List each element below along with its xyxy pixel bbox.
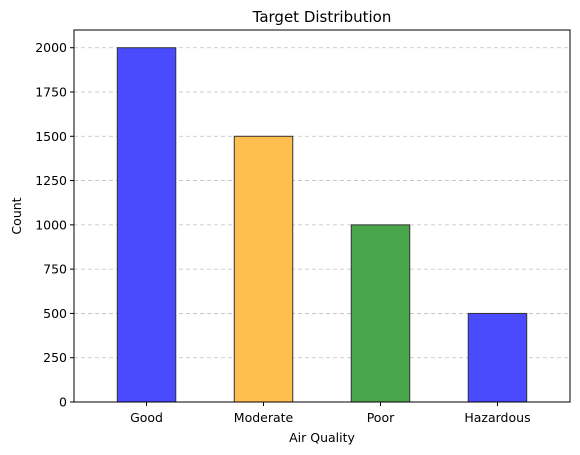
bar-moderate	[233, 135, 294, 403]
x-axis-ticks: Good Moderate Poor Hazardous	[130, 402, 531, 425]
bar-good	[116, 47, 177, 403]
x-tick-label: Good	[130, 410, 163, 425]
plot-frame	[73, 29, 571, 403]
y-tick-label: 1500	[35, 129, 67, 144]
y-tick-label: 2000	[35, 40, 67, 55]
y-axis-label: Count	[9, 197, 24, 234]
y-tick-label: 1250	[35, 173, 67, 188]
bar-hazardous	[467, 312, 528, 403]
x-tick-label: Poor	[367, 410, 395, 425]
y-tick-label: 0	[59, 395, 67, 410]
y-tick-label: 750	[43, 262, 67, 277]
y-tick-label: 250	[43, 350, 67, 365]
y-tick-label: 1000	[35, 217, 67, 232]
y-axis-ticks: 0 250 500 750 1000 1250 1500 1750 2000	[35, 40, 74, 410]
bars	[116, 47, 528, 403]
x-tick-label: Moderate	[234, 410, 294, 425]
y-tick-label: 500	[43, 306, 67, 321]
chart-title: Target Distribution	[252, 8, 392, 26]
x-axis-label: Air Quality	[289, 430, 355, 445]
bar-poor	[350, 224, 411, 403]
y-tick-label: 1750	[35, 85, 67, 100]
x-tick-label: Hazardous	[464, 410, 530, 425]
